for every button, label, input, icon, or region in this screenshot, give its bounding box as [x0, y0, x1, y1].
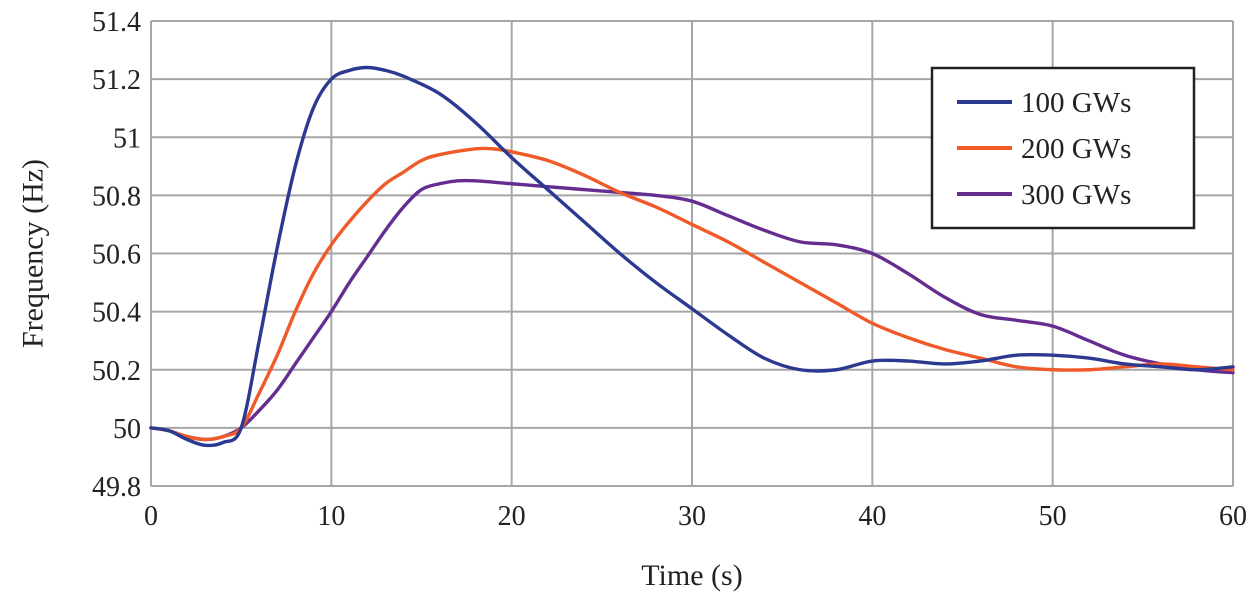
x-tick-label: 50 — [1039, 501, 1067, 532]
y-tick-label: 49.8 — [92, 472, 141, 503]
x-tick-label: 0 — [144, 501, 158, 532]
legend-label-300-gws: 300 GWs — [1021, 179, 1131, 211]
series-line-300-gws — [149, 178, 1235, 442]
y-tick-label: 50.4 — [92, 298, 141, 329]
y-tick-labels: 49.8 50 50.2 50.4 50.6 50.8 51 51.2 51.4 — [92, 7, 141, 503]
legend: 100 GWs 200 GWs 300 GWs — [930, 66, 1196, 230]
x-axis-title: Time (s) — [641, 559, 742, 592]
y-tick-label: 50.8 — [92, 181, 141, 212]
series-line-100-gws — [149, 65, 1235, 448]
x-tick-label: 30 — [678, 501, 706, 532]
series-line-200-gws — [149, 146, 1235, 442]
y-tick-label: 51.2 — [92, 65, 141, 96]
legend-label-100-gws: 100 GWs — [1021, 87, 1131, 119]
y-tick-label: 50.6 — [92, 240, 141, 271]
y-tick-label: 51.4 — [92, 7, 141, 38]
legend-label-200-gws: 200 GWs — [1021, 133, 1131, 165]
y-tick-label: 51 — [113, 123, 141, 154]
x-tick-label: 40 — [858, 501, 886, 532]
x-tick-label: 60 — [1219, 501, 1247, 532]
x-tick-label: 20 — [498, 501, 526, 532]
x-tick-labels: 0 10 20 30 40 50 60 — [144, 501, 1247, 532]
y-tick-label: 50 — [113, 414, 141, 445]
y-tick-label: 50.2 — [92, 356, 141, 387]
y-axis-title: Frequency (Hz) — [17, 159, 50, 348]
series-layer — [149, 65, 1235, 448]
x-tick-label: 10 — [317, 501, 345, 532]
